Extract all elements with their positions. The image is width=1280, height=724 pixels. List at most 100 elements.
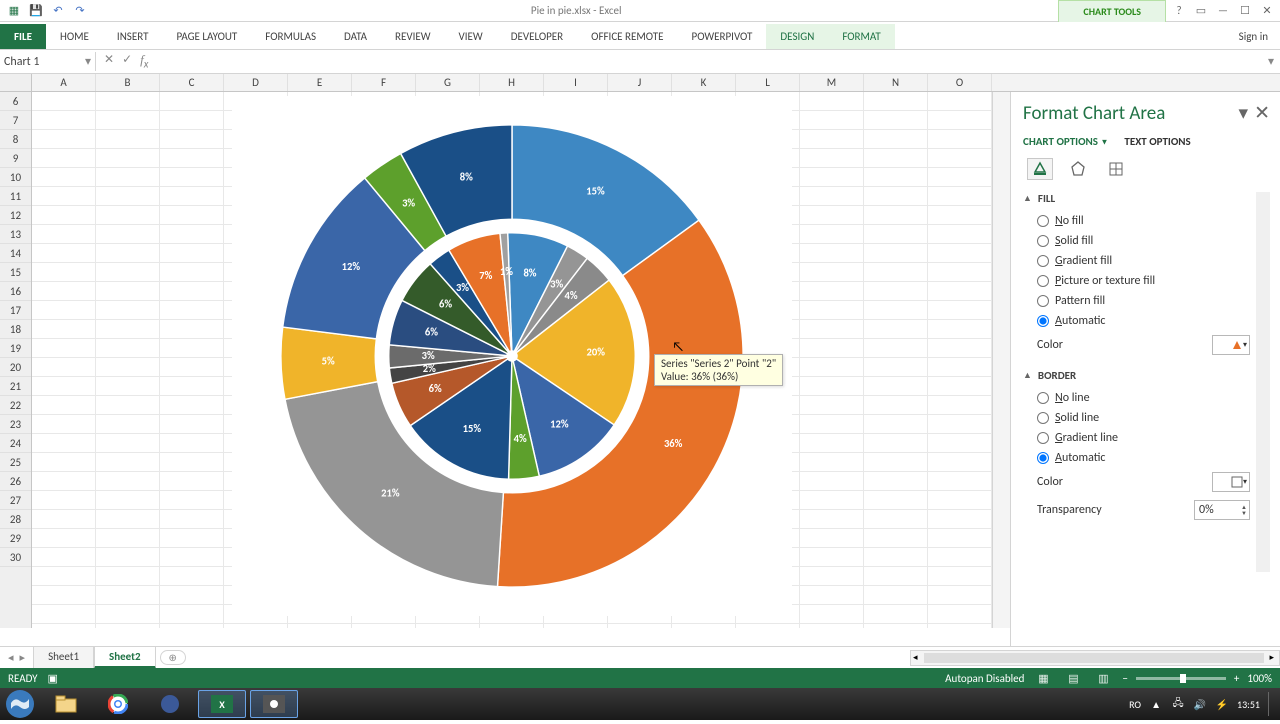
- maximize-icon[interactable]: ☐: [1238, 4, 1252, 17]
- horizontal-scrollbar[interactable]: ◂▸: [910, 650, 1280, 666]
- fx-cancel-icon[interactable]: ✕: [104, 52, 114, 71]
- col-header[interactable]: L: [736, 74, 800, 91]
- border-option[interactable]: Automatic: [1023, 448, 1250, 468]
- col-header[interactable]: C: [160, 74, 224, 91]
- tray-battery-icon[interactable]: ⚡: [1215, 698, 1229, 711]
- sheet-tab[interactable]: Sheet2: [94, 647, 156, 669]
- col-header[interactable]: N: [864, 74, 928, 91]
- tray-flag-icon[interactable]: ▲: [1149, 698, 1163, 711]
- tab-design[interactable]: DESIGN: [766, 24, 828, 49]
- pane-close-icon[interactable]: ✕: [1254, 102, 1270, 125]
- border-option[interactable]: Solid line: [1023, 408, 1250, 428]
- page-layout-view-icon[interactable]: ▤: [1062, 672, 1084, 685]
- border-option[interactable]: No line: [1023, 388, 1250, 408]
- row-header[interactable]: 16: [0, 282, 31, 301]
- effects-icon[interactable]: [1065, 158, 1091, 180]
- size-props-icon[interactable]: [1103, 158, 1129, 180]
- col-header[interactable]: D: [224, 74, 288, 91]
- minimize-icon[interactable]: —: [1216, 4, 1230, 17]
- name-box[interactable]: Chart 1 ▾: [0, 52, 96, 71]
- tab-page-layout[interactable]: PAGE LAYOUT: [162, 24, 251, 49]
- border-color-picker[interactable]: ▾: [1212, 472, 1250, 492]
- row-header[interactable]: 12: [0, 206, 31, 225]
- tab-office-remote[interactable]: OFFICE REMOTE: [577, 24, 677, 49]
- taskbar-firefox-icon[interactable]: [146, 690, 194, 718]
- tab-insert[interactable]: INSERT: [103, 24, 163, 49]
- fill-option[interactable]: No fill: [1023, 211, 1250, 231]
- fill-line-icon[interactable]: [1027, 158, 1053, 180]
- row-header[interactable]: 6: [0, 92, 31, 111]
- row-header[interactable]: 30: [0, 548, 31, 567]
- fx-icon[interactable]: fx: [140, 52, 148, 71]
- row-header[interactable]: 25: [0, 453, 31, 472]
- col-header[interactable]: O: [928, 74, 992, 91]
- zoom-in-icon[interactable]: +: [1234, 672, 1239, 685]
- tab-home[interactable]: HOME: [46, 24, 103, 49]
- row-header[interactable]: 8: [0, 130, 31, 149]
- start-button[interactable]: [0, 684, 40, 724]
- taskbar-recorder-icon[interactable]: [250, 690, 298, 718]
- sign-in-link[interactable]: Sign in: [1227, 24, 1280, 49]
- pane-menu-icon[interactable]: ▾: [1239, 102, 1249, 125]
- add-sheet-button[interactable]: ⊕: [160, 650, 186, 665]
- tab-file[interactable]: FILE: [0, 24, 46, 49]
- col-header[interactable]: I: [544, 74, 608, 91]
- taskbar-chrome-icon[interactable]: [94, 690, 142, 718]
- tab-view[interactable]: VIEW: [445, 24, 497, 49]
- tray-volume-icon[interactable]: 🔊: [1193, 698, 1207, 711]
- formula-expand-icon[interactable]: ▾: [1262, 54, 1280, 69]
- tab-powerpivot[interactable]: POWERPIVOT: [678, 24, 767, 49]
- row-header[interactable]: 28: [0, 510, 31, 529]
- row-header[interactable]: 29: [0, 529, 31, 548]
- col-header[interactable]: E: [288, 74, 352, 91]
- col-header[interactable]: F: [352, 74, 416, 91]
- col-header[interactable]: K: [672, 74, 736, 91]
- tab-format[interactable]: FORMAT: [828, 24, 894, 49]
- row-header[interactable]: 24: [0, 434, 31, 453]
- row-header[interactable]: 11: [0, 187, 31, 206]
- sheet-tab[interactable]: Sheet1: [33, 647, 94, 669]
- help-icon[interactable]: ?: [1172, 4, 1186, 17]
- row-header[interactable]: 9: [0, 149, 31, 168]
- redo-icon[interactable]: ↷: [72, 3, 88, 19]
- taskbar-clock[interactable]: 13:51: [1237, 698, 1260, 711]
- taskbar-lang[interactable]: RO: [1129, 698, 1141, 711]
- row-header[interactable]: 7: [0, 111, 31, 130]
- col-header[interactable]: B: [96, 74, 160, 91]
- tab-chart-options[interactable]: CHART OPTIONS ▼: [1023, 135, 1108, 148]
- tab-data[interactable]: DATA: [330, 24, 381, 49]
- save-icon[interactable]: 💾: [28, 3, 44, 19]
- zoom-slider[interactable]: [1136, 677, 1226, 680]
- col-header[interactable]: G: [416, 74, 480, 91]
- border-option[interactable]: Gradient line: [1023, 428, 1250, 448]
- fill-header[interactable]: ▲FILL: [1023, 192, 1250, 205]
- fill-option[interactable]: Solid fill: [1023, 231, 1250, 251]
- row-header[interactable]: 20: [0, 358, 31, 377]
- sheet-nav-prev-icon[interactable]: ◂: [8, 651, 14, 664]
- col-header[interactable]: M: [800, 74, 864, 91]
- macro-record-icon[interactable]: ▣: [48, 672, 58, 685]
- tab-review[interactable]: REVIEW: [381, 24, 445, 49]
- fill-option[interactable]: Gradient fill: [1023, 251, 1250, 271]
- select-all-cell[interactable]: [0, 74, 32, 91]
- row-header[interactable]: 27: [0, 491, 31, 510]
- pagebreak-view-icon[interactable]: ▥: [1092, 672, 1114, 685]
- row-header[interactable]: 13: [0, 225, 31, 244]
- border-transparency-input[interactable]: 0% ▲▼: [1194, 500, 1250, 520]
- row-header[interactable]: 15: [0, 263, 31, 282]
- vertical-scrollbar[interactable]: [992, 92, 1010, 628]
- row-header[interactable]: 19: [0, 339, 31, 358]
- fill-option[interactable]: Picture or texture fill: [1023, 271, 1250, 291]
- border-header[interactable]: ▲BORDER: [1023, 369, 1250, 382]
- row-header[interactable]: 23: [0, 415, 31, 434]
- col-header[interactable]: A: [32, 74, 96, 91]
- fill-option[interactable]: Pattern fill: [1023, 291, 1250, 311]
- sheet-nav-next-icon[interactable]: ▸: [20, 651, 26, 664]
- fx-confirm-icon[interactable]: ✓: [122, 52, 132, 71]
- undo-icon[interactable]: ↶: [50, 3, 66, 19]
- show-desktop-button[interactable]: [1268, 692, 1274, 716]
- normal-view-icon[interactable]: ▦: [1032, 672, 1054, 685]
- fill-option[interactable]: Automatic: [1023, 311, 1250, 331]
- col-header[interactable]: H: [480, 74, 544, 91]
- row-header[interactable]: 10: [0, 168, 31, 187]
